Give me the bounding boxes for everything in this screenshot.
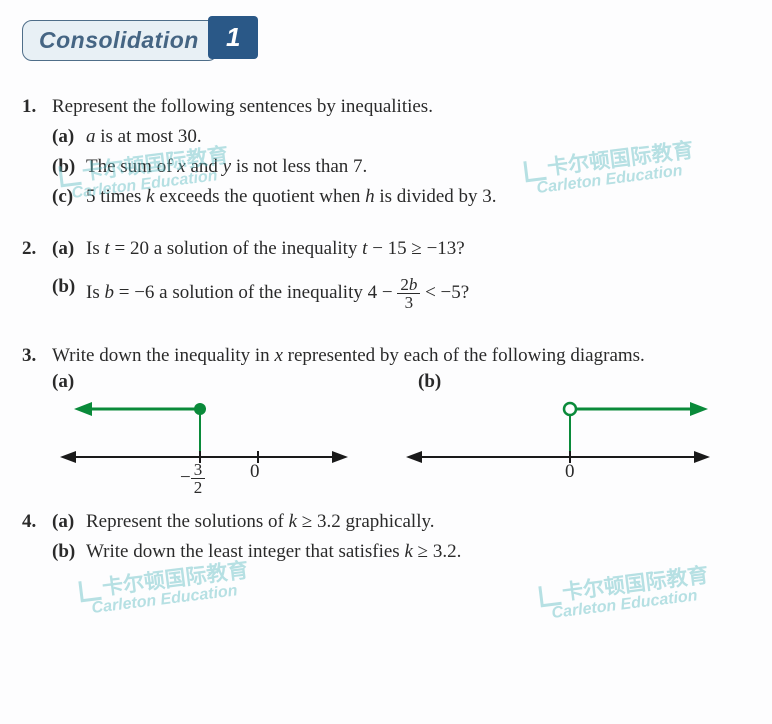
part-text: 5 times k exceeds the quotient when h is…: [86, 186, 744, 208]
tick-label-zero: 0: [565, 461, 575, 483]
header-tab: Consolidation: [22, 20, 218, 61]
part-label: (a): [52, 371, 398, 393]
part-label: (b): [52, 156, 86, 178]
watermark: 卡尔顿国际教育 Carleton Education: [538, 565, 712, 625]
header-title: Consolidation: [39, 27, 199, 53]
part-label: (b): [52, 541, 86, 563]
part-text: Is t = 20 a solution of the inequality t…: [86, 238, 744, 260]
part-text: Is b = −6 a solution of the inequality 4…: [86, 276, 744, 311]
tick-label-zero: 0: [250, 461, 260, 483]
part-text: Represent the solutions of k ≥ 3.2 graph…: [86, 511, 744, 533]
q-number: 3.: [22, 345, 52, 505]
watermark: 卡尔顿国际教育 Carleton Education: [78, 560, 252, 620]
q-stem: Write down the inequality in x represent…: [52, 345, 744, 367]
part-label: (a): [52, 511, 86, 533]
tick-label-fraction: −32: [180, 461, 205, 496]
diagram-b: 0: [398, 395, 744, 505]
q-number: 1.: [22, 96, 52, 208]
part-label: (a): [52, 126, 86, 148]
part-label: (b): [418, 371, 744, 393]
q-number: 4.: [22, 511, 52, 563]
diagram-a: 0 −32: [52, 395, 398, 505]
part-text: Write down the least integer that satisf…: [86, 541, 744, 563]
question-1: 1. Represent the following sentences by …: [22, 96, 744, 208]
question-4: 4. (a) Represent the solutions of k ≥ 3.…: [22, 511, 744, 563]
part-label: (a): [52, 238, 86, 260]
q-number: 2.: [22, 238, 52, 311]
q-stem: Represent the following sentences by ine…: [52, 96, 744, 118]
part-text: The sum of x and y is not less than 7.: [86, 156, 744, 178]
section-header: Consolidation 1: [22, 20, 744, 72]
question-2: 2. (a) Is t = 20 a solution of the inequ…: [22, 238, 744, 311]
header-number: 1: [208, 16, 258, 59]
part-label: (c): [52, 186, 86, 208]
part-label: (b): [52, 276, 86, 311]
part-text: a is at most 30.: [86, 126, 744, 148]
question-3: 3. Write down the inequality in x repres…: [22, 345, 744, 505]
